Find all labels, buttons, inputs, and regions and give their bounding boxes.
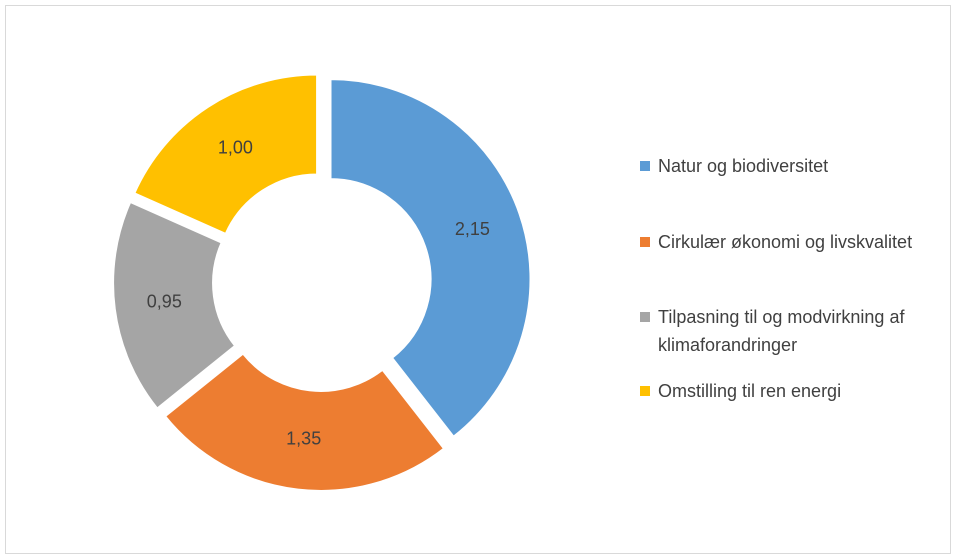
legend-swatch	[640, 161, 650, 171]
data-label: 1,00	[218, 137, 253, 157]
donut-slice	[112, 200, 237, 410]
legend-item: Natur og biodiversitet	[640, 152, 950, 180]
legend-swatch	[640, 237, 650, 247]
legend-swatch	[640, 386, 650, 396]
legend-item: Tilpasning til og modvirkning af klimafo…	[640, 303, 950, 359]
data-label: 2,15	[455, 219, 490, 239]
donut-slice	[163, 352, 446, 492]
legend-label: Tilpasning til og modvirkning af klimafo…	[658, 307, 905, 355]
legend-label: Omstilling til ren energi	[658, 381, 842, 401]
legend-item: Omstilling til ren energi	[640, 377, 950, 405]
donut-slice	[132, 73, 319, 236]
data-label: 0,95	[147, 291, 182, 311]
legend-item: Cirkulær økonomi og livskvalitet	[640, 228, 950, 256]
data-label: 1,35	[286, 429, 321, 449]
donut-slice	[329, 78, 532, 439]
legend-swatch	[640, 312, 650, 322]
legend-label: Cirkulær økonomi og livskvalitet	[658, 232, 913, 252]
legend-label: Natur og biodiversitet	[658, 156, 829, 176]
